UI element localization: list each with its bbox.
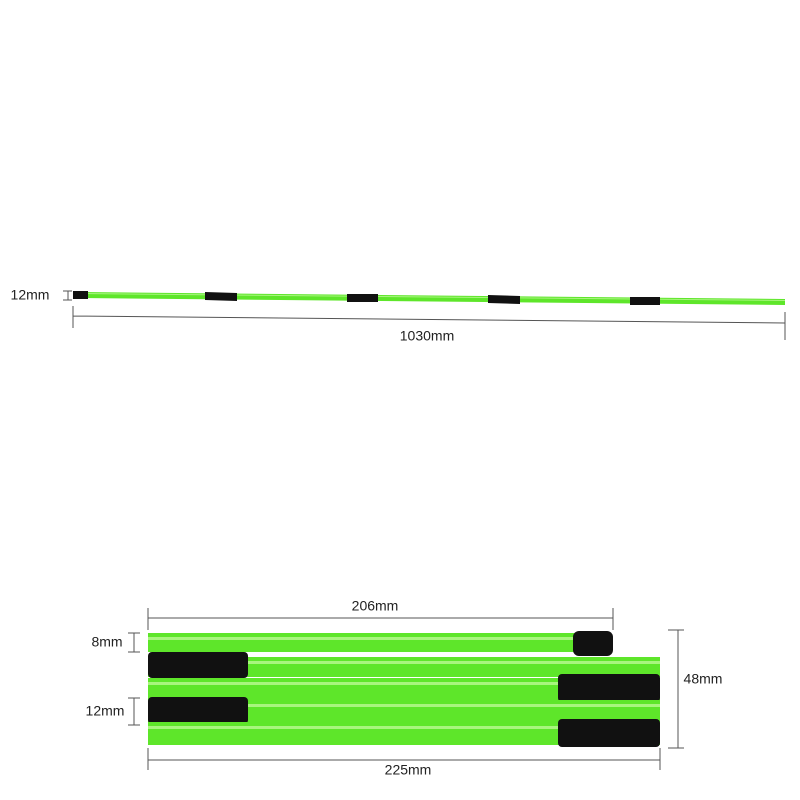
rod-height-label: 12mm — [86, 703, 125, 719]
total-width-label: 225mm — [385, 762, 432, 778]
total-height-label: 48mm — [684, 671, 723, 687]
small-height-label: 8mm — [91, 634, 122, 650]
assembled-rod — [73, 291, 785, 305]
bottom-dimensions: 206mm 8mm 12mm 48mm 225mm — [86, 598, 723, 778]
length-label: 1030mm — [400, 328, 454, 344]
top-dimensions: 12mm 1030mm — [11, 287, 786, 344]
folded-rods — [148, 631, 660, 747]
height-label: 12mm — [11, 287, 50, 303]
top-width-label: 206mm — [352, 598, 399, 614]
